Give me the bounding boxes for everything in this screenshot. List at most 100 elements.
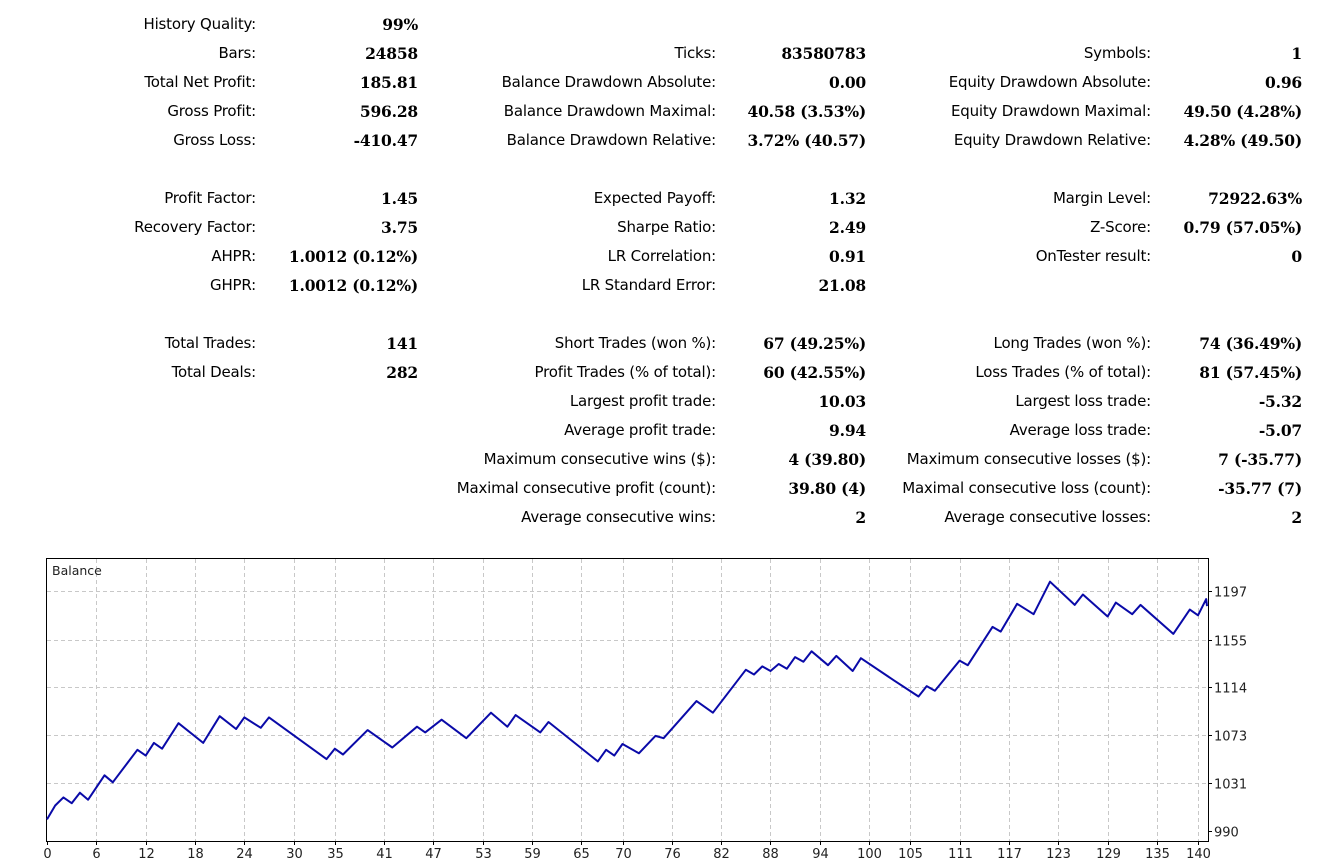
stat-value-sharpe-ratio: 2.49: [829, 218, 866, 237]
y-tick-label: 1073: [1214, 730, 1247, 745]
stat-label-ghpr: GHPR:: [210, 276, 256, 294]
stat-label-maximum-consecutive-losses: Maximum consecutive losses ($):: [906, 450, 1151, 468]
x-tick-label: 88: [762, 847, 779, 862]
stat-label-maximum-consecutive-wins: Maximum consecutive wins ($):: [483, 450, 717, 468]
stat-value-expected-payoff: 1.32: [829, 189, 866, 208]
chart-title: Balance: [52, 563, 102, 578]
stat-label-equity-drawdown-relative: Equity Drawdown Relative:: [953, 131, 1151, 149]
stat-value-ticks: 83580783: [781, 44, 866, 63]
x-tick-label: 47: [425, 847, 442, 862]
x-tick-label: 123: [1046, 847, 1071, 862]
x-tick-label: 53: [475, 847, 492, 862]
stat-label-gross-loss: Gross Loss:: [173, 131, 256, 149]
stat-value-maximum-consecutive-losses: 7 (-35.77): [1218, 450, 1302, 469]
stat-label-ontester-result: OnTester result:: [1035, 247, 1152, 265]
stat-value-largest-loss-trade: -5.32: [1258, 392, 1302, 411]
stat-label-profit-factor: Profit Factor:: [164, 189, 256, 207]
stat-label-loss-trades-of-total: Loss Trades (% of total):: [975, 363, 1151, 381]
stat-label-short-trades-won: Short Trades (won %):: [554, 334, 716, 352]
stat-value-ghpr: 1.0012 (0.12%): [288, 276, 418, 295]
x-tick-label: 30: [286, 847, 303, 862]
stat-value-recovery-factor: 3.75: [381, 218, 418, 237]
x-tick-label: 140: [1186, 847, 1211, 862]
stat-label-maximal-consecutive-profit-count: Maximal consecutive profit (count):: [456, 479, 716, 497]
stat-value-largest-profit-trade: 10.03: [818, 392, 866, 411]
stat-value-long-trades-won: 74 (36.49%): [1199, 334, 1302, 353]
x-tick-label: 76: [664, 847, 681, 862]
stat-label-profit-trades-of-total: Profit Trades (% of total):: [534, 363, 717, 381]
stat-label-lr-correlation: LR Correlation:: [607, 247, 717, 265]
x-tick-label: 0: [43, 847, 51, 862]
stat-value-profit-factor: 1.45: [381, 189, 418, 208]
stat-label-history-quality: History Quality:: [143, 15, 257, 33]
y-tick-label: 990: [1214, 826, 1239, 841]
stat-value-margin-level: 72922.63%: [1208, 189, 1302, 208]
x-tick-label: 24: [236, 847, 253, 862]
stat-value-average-loss-trade: -5.07: [1258, 421, 1302, 440]
stat-label-total-net-profit: Total Net Profit:: [144, 73, 256, 91]
x-tick-label: 65: [573, 847, 590, 862]
stat-value-equity-drawdown-absolute: 0.96: [1265, 73, 1302, 92]
stat-value-ahpr: 1.0012 (0.12%): [288, 247, 418, 266]
x-tick-label: 135: [1145, 847, 1170, 862]
x-tick-label: 41: [376, 847, 393, 862]
stat-value-lr-correlation: 0.91: [829, 247, 866, 266]
stat-label-total-trades: Total Trades:: [164, 334, 256, 352]
stat-value-z-score: 0.79 (57.05%): [1183, 218, 1303, 237]
stat-value-symbols: 1: [1291, 44, 1302, 63]
stat-label-average-consecutive-losses: Average consecutive losses:: [944, 508, 1151, 526]
stat-label-expected-payoff: Expected Payoff:: [593, 189, 716, 207]
stat-value-maximal-consecutive-profit-count: 39.80 (4): [788, 479, 866, 498]
stat-value-short-trades-won: 67 (49.25%): [763, 334, 866, 353]
stat-label-sharpe-ratio: Sharpe Ratio:: [617, 218, 716, 236]
x-tick-label: 129: [1096, 847, 1121, 862]
x-tick-label: 100: [857, 847, 882, 862]
stat-value-loss-trades-of-total: 81 (57.45%): [1199, 363, 1302, 382]
stat-label-lr-standard-error: LR Standard Error:: [581, 276, 717, 294]
stat-value-maximum-consecutive-wins: 4 (39.80): [788, 450, 866, 469]
stat-value-total-trades: 141: [386, 334, 418, 353]
stat-value-bars: 24858: [365, 44, 418, 63]
stat-label-equity-drawdown-absolute: Equity Drawdown Absolute:: [948, 73, 1151, 91]
balance-line: [46, 580, 1208, 820]
stat-label-balance-drawdown-absolute: Balance Drawdown Absolute:: [501, 73, 717, 91]
stat-label-total-deals: Total Deals:: [171, 363, 257, 381]
stat-value-lr-standard-error: 21.08: [818, 276, 866, 295]
x-tick-label: 35: [327, 847, 344, 862]
stat-label-average-loss-trade: Average loss trade:: [1009, 421, 1152, 439]
stat-label-gross-profit: Gross Profit:: [167, 102, 256, 120]
x-tick-label: 111: [948, 847, 973, 862]
stat-label-ahpr: AHPR:: [211, 247, 256, 265]
stat-label-average-profit-trade: Average profit trade:: [564, 421, 716, 439]
x-tick-label: 117: [997, 847, 1022, 862]
chart-frame: [46, 558, 1209, 842]
y-tick-label: 1155: [1214, 635, 1247, 650]
x-tick-label: 105: [898, 847, 923, 862]
stat-value-gross-loss: -410.47: [353, 131, 419, 150]
x-tick-label: 82: [713, 847, 730, 862]
stat-value-average-consecutive-wins: 2: [855, 508, 866, 527]
stat-label-bars: Bars:: [218, 44, 256, 62]
y-tick-label: 1031: [1214, 778, 1247, 793]
x-tick-label: 59: [524, 847, 541, 862]
stat-label-z-score: Z-Score:: [1090, 218, 1151, 236]
balance-chart: Balance 0 6 12 18 24 30 35 41 47 53 59 65 70 76 82 88 94…: [43, 558, 1247, 862]
stat-value-balance-drawdown-maximal: 40.58 (3.53%): [747, 102, 867, 121]
stat-label-long-trades-won: Long Trades (won %):: [993, 334, 1152, 352]
stat-value-balance-drawdown-relative: 3.72% (40.57): [747, 131, 867, 150]
y-tick-label: 1197: [1214, 586, 1247, 601]
stat-value-gross-profit: 596.28: [359, 102, 418, 121]
stat-value-equity-drawdown-maximal: 49.50 (4.28%): [1183, 102, 1303, 121]
stat-label-recovery-factor: Recovery Factor:: [134, 218, 256, 236]
stat-value-total-deals: 282: [386, 363, 418, 382]
stat-value-ontester-result: 0: [1291, 247, 1302, 266]
stat-label-largest-profit-trade: Largest profit trade:: [569, 392, 716, 410]
stat-value-total-net-profit: 185.81: [359, 73, 418, 92]
stat-label-symbols: Symbols:: [1083, 44, 1151, 62]
y-tick-label: 1114: [1214, 682, 1247, 697]
stat-value-equity-drawdown-relative: 4.28% (49.50): [1183, 131, 1303, 150]
x-tick-label: 70: [615, 847, 632, 862]
stat-label-balance-drawdown-relative: Balance Drawdown Relative:: [506, 131, 717, 149]
stat-label-ticks: Ticks:: [674, 44, 717, 62]
stat-value-history-quality: 99%: [382, 15, 418, 34]
